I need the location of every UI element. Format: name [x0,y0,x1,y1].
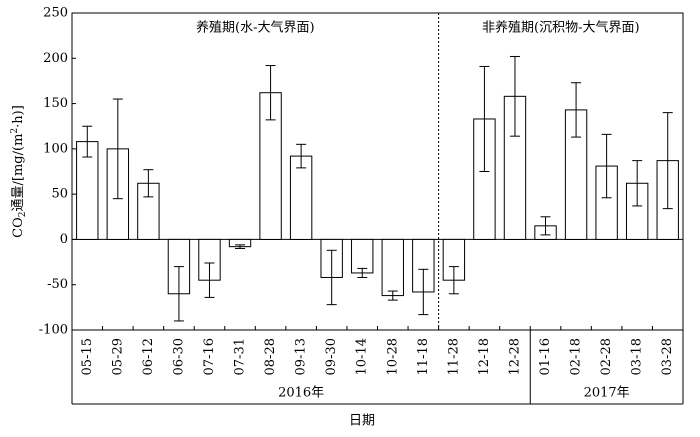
x-tick-label: 10-14 [355,338,370,375]
x-tick-label: 03-18 [630,338,645,375]
x-tick-label: 06-30 [171,338,186,375]
x-tick-label: 02-28 [599,338,614,375]
x-tick-label: 11-18 [416,338,431,375]
label-part: ·h)] [11,105,26,128]
x-tick-label: 09-13 [294,338,309,375]
group-label: 2016年 [278,386,324,401]
x-tick-label: 07-16 [202,338,217,375]
x-tick-label: 01-16 [538,338,553,375]
subscript: 2 [18,211,28,217]
x-tick-label: 07-31 [233,338,248,375]
x-axis-label: 日期 [349,414,375,429]
y-tick-label: 0 [60,232,68,247]
x-tick-label: 05-15 [80,338,95,375]
y-tick-label: 50 [51,187,68,202]
x-tick-label: 03-28 [660,338,675,375]
period-label: 养殖期(水-大气界面) [196,20,315,36]
superscript: 2 [10,128,20,134]
x-tick-label: 12-28 [507,338,522,375]
label-part: CO [11,217,26,238]
x-tick-label: 08-28 [263,338,278,375]
y-tick-label: 200 [43,51,68,66]
x-tick-label: 10-28 [385,338,400,375]
y-tick-label: 150 [43,96,68,111]
x-tick-label: 02-18 [569,338,584,375]
plot-frame [71,12,684,331]
y-tick-label: -50 [47,277,68,292]
x-tick-label: 11-28 [446,338,461,375]
y-axis-label: CO2通量/[mg/(m2·h)] [10,105,28,238]
bar [381,238,404,297]
period-label: 非养殖期(沉积物-大气界面) [482,20,640,36]
label-part: 通量/[mg/(m [11,134,26,212]
y-tick-label: -100 [39,323,68,338]
x-tick-label: 05-29 [110,338,125,375]
x-tick-label: 09-30 [324,338,339,375]
y-tick-label: 250 [43,6,68,21]
group-label: 2017年 [584,386,630,401]
x-tick-label: 06-12 [141,338,156,375]
bar [289,155,313,240]
x-tick-label: 12-18 [477,338,492,375]
y-tick-label: 100 [43,141,68,156]
